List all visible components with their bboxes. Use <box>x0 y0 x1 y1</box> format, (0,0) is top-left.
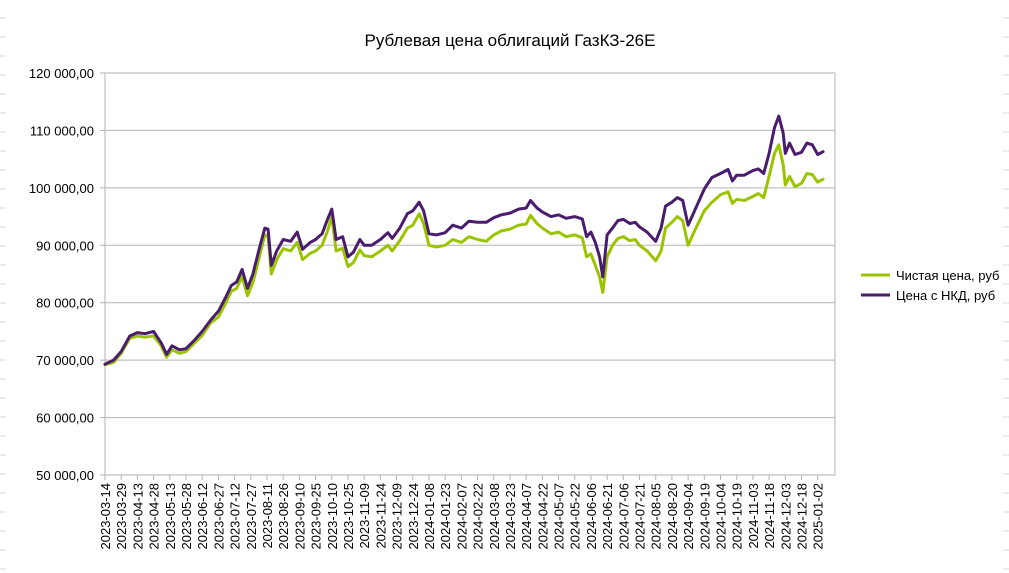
x-tick-label: 2024-12-18 <box>795 483 810 550</box>
y-tick-label: 80 000,00 <box>36 296 94 311</box>
y-gridlines <box>100 72 835 476</box>
x-tick-label: 2024-08-20 <box>665 483 680 550</box>
y-tick-label: 90 000,00 <box>36 238 94 253</box>
legend-label-2: Цена с НКД, руб <box>896 288 995 303</box>
x-tick-label: 2023-05-28 <box>179 483 194 550</box>
x-tick-label: 2024-05-22 <box>568 483 583 550</box>
x-axis-tick-labels: 2023-03-14 2023-03-29 2023-04-13 2023-04-28… <box>98 483 826 550</box>
x-tick-label: 2023-11-09 <box>357 483 372 549</box>
x-tick-label: 2024-10-04 <box>714 483 729 550</box>
x-tick-label: 2023-03-29 <box>114 483 129 550</box>
x-tick-label: 2024-02-22 <box>471 483 486 549</box>
x-tick-label: 2023-08-26 <box>276 483 291 550</box>
series-line-1 <box>103 143 825 367</box>
x-tick-label: 2023-09-25 <box>309 483 324 550</box>
x-tick-label: 2023-05-13 <box>163 483 178 550</box>
x-tick-label: 2023-10-10 <box>325 483 340 550</box>
x-tick-label: 2024-09-19 <box>697 483 712 550</box>
x-tick-label: 2023-04-28 <box>147 483 162 550</box>
x-axis-ticks <box>104 475 819 480</box>
y-tick-label: 110 000,00 <box>30 123 94 138</box>
x-tick-label: 2024-07-21 <box>633 483 648 550</box>
y-tick-label: 100 000,00 <box>29 181 94 196</box>
series-lines <box>103 114 825 367</box>
legend-label-1: Чистая цена, руб <box>896 268 999 283</box>
x-tick-label: 2024-02-07 <box>454 483 469 550</box>
x-tick-label: 2023-07-27 <box>244 483 259 550</box>
x-tick-label: 2023-10-25 <box>341 483 356 550</box>
y-tick-label: 50 000,00 <box>36 468 94 483</box>
x-tick-label: 2024-12-03 <box>778 483 793 550</box>
x-tick-label: 2023-08-11 <box>260 483 275 549</box>
x-tick-label: 2023-06-27 <box>211 483 226 550</box>
x-tick-label: 2024-07-06 <box>616 483 631 550</box>
x-tick-label: 2024-10-19 <box>730 483 745 550</box>
series-line-2 <box>103 114 825 366</box>
x-tick-label: 2025-01-02 <box>811 483 826 550</box>
x-tick-label: 2024-06-21 <box>600 483 615 550</box>
x-tick-label: 2024-04-07 <box>519 483 534 550</box>
x-tick-label: 2023-06-12 <box>195 483 210 550</box>
x-tick-label: 2024-01-23 <box>438 483 453 550</box>
legend: Чистая цена, руб Цена с НКД, руб <box>861 268 999 303</box>
x-tick-label: 2024-04-22 <box>535 483 550 550</box>
x-tick-label: 2023-04-13 <box>130 483 145 550</box>
x-tick-label: 2023-03-14 <box>98 483 113 550</box>
y-tick-label: 70 000,00 <box>36 353 94 368</box>
x-tick-label: 2024-11-03 <box>746 483 761 549</box>
x-tick-label: 2024-03-08 <box>487 483 502 550</box>
x-tick-label: 2024-01-08 <box>422 483 437 550</box>
x-tick-label: 2023-12-24 <box>406 483 421 550</box>
y-tick-label: 120 000,00 <box>29 66 94 81</box>
y-axis-tick-labels: 50 000,00 60 000,00 70 000,00 80 000,00 90 0… <box>29 66 94 483</box>
x-tick-label: 2024-06-06 <box>584 483 599 550</box>
x-tick-label: 2023-07-12 <box>228 483 243 550</box>
x-tick-label: 2023-09-10 <box>292 483 307 550</box>
x-tick-label: 2023-12-09 <box>390 483 405 550</box>
x-tick-label: 2024-03-23 <box>503 483 518 550</box>
spreadsheet-background-grid <box>0 17 1009 570</box>
x-tick-label: 2024-11-18 <box>762 483 777 549</box>
x-tick-label: 2023-11-24 <box>373 483 388 549</box>
x-tick-label: 2024-08-05 <box>649 483 664 550</box>
plot-area-frame <box>104 72 836 476</box>
x-tick-label: 2024-05-07 <box>552 483 567 550</box>
chart-title: Рублевая цена облигаций ГазКЗ-26E <box>365 31 656 50</box>
x-tick-label: 2024-09-04 <box>681 483 696 550</box>
y-tick-label: 60 000,00 <box>36 411 94 426</box>
